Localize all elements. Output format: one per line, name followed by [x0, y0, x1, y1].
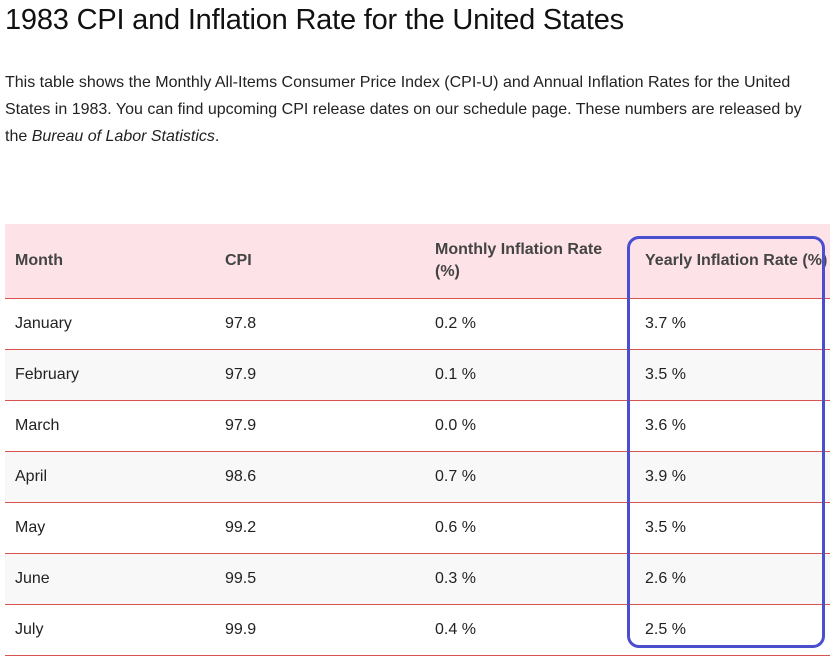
cell-month: March	[5, 400, 215, 452]
cell-cpi: 97.8	[215, 298, 425, 350]
intro-end: .	[214, 128, 220, 145]
header-monthly-inflation: Monthly Inflation Rate (%)	[425, 224, 635, 299]
header-yearly-inflation: Yearly Inflation Rate (%)	[635, 224, 830, 299]
cell-yearly-inflation: 2.6 %	[635, 553, 830, 605]
cell-cpi: 99.2	[215, 502, 425, 554]
cell-monthly-inflation: 0.6 %	[425, 502, 635, 554]
table-row: April 98.6 0.7 % 3.9 %	[5, 451, 830, 503]
cell-yearly-inflation: 3.7 %	[635, 298, 830, 350]
bls-source-name: Bureau of Labor Statistics	[31, 128, 215, 145]
cell-monthly-inflation: 0.2 %	[425, 298, 635, 350]
cell-month: January	[5, 298, 215, 350]
cell-month: July	[5, 604, 215, 656]
cell-yearly-inflation: 3.5 %	[635, 349, 830, 401]
cell-monthly-inflation: 0.3 %	[425, 553, 635, 605]
cell-month: June	[5, 553, 215, 605]
cell-monthly-inflation: 0.0 %	[425, 400, 635, 452]
table-row: May 99.2 0.6 % 3.5 %	[5, 502, 830, 554]
cell-monthly-inflation: 0.4 %	[425, 604, 635, 656]
cell-yearly-inflation: 3.5 %	[635, 502, 830, 554]
cell-cpi: 99.5	[215, 553, 425, 605]
cell-yearly-inflation: 3.9 %	[635, 451, 830, 503]
cell-month: May	[5, 502, 215, 554]
header-cpi: CPI	[215, 224, 425, 299]
cell-yearly-inflation: 3.6 %	[635, 400, 830, 452]
intro-paragraph: This table shows the Monthly All-Items C…	[5, 69, 820, 150]
cell-cpi: 97.9	[215, 349, 425, 401]
table-row: March 97.9 0.0 % 3.6 %	[5, 400, 830, 452]
intro-text: This table shows the Monthly All-Items C…	[5, 74, 802, 145]
cell-monthly-inflation: 0.7 %	[425, 451, 635, 503]
cell-cpi: 98.6	[215, 451, 425, 503]
table-header-row: Month CPI Monthly Inflation Rate (%) Yea…	[5, 224, 830, 299]
cell-yearly-inflation: 2.5 %	[635, 604, 830, 656]
cell-month: April	[5, 451, 215, 503]
cell-month: February	[5, 349, 215, 401]
table-row: January 97.8 0.2 % 3.7 %	[5, 298, 830, 350]
cell-cpi: 97.9	[215, 400, 425, 452]
cell-cpi: 99.9	[215, 604, 425, 656]
page-title: 1983 CPI and Inflation Rate for the Unit…	[5, 4, 624, 36]
cell-monthly-inflation: 0.1 %	[425, 349, 635, 401]
table-row: June 99.5 0.3 % 2.6 %	[5, 553, 830, 605]
table-body: January 97.8 0.2 % 3.7 % February 97.9 0.1 % 3.…	[5, 298, 830, 656]
table-row: July 99.9 0.4 % 2.5 %	[5, 604, 830, 656]
cpi-table: Month CPI Monthly Inflation Rate (%) Yea…	[5, 224, 830, 656]
header-month: Month	[5, 224, 215, 299]
table-row: February 97.9 0.1 % 3.5 %	[5, 349, 830, 401]
